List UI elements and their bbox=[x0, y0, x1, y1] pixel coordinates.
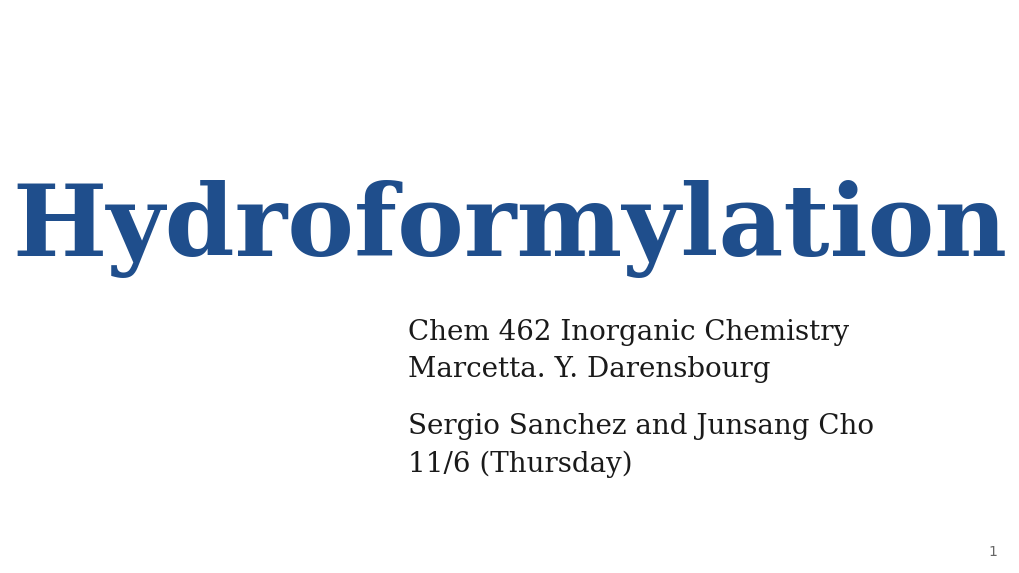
Text: Sergio Sanchez and Junsang Cho: Sergio Sanchez and Junsang Cho bbox=[408, 413, 873, 441]
Text: 1: 1 bbox=[987, 545, 997, 559]
Text: Marcetta. Y. Darensbourg: Marcetta. Y. Darensbourg bbox=[408, 356, 769, 383]
Text: 11/6 (Thursday): 11/6 (Thursday) bbox=[408, 450, 632, 478]
Text: Chem 462 Inorganic Chemistry: Chem 462 Inorganic Chemistry bbox=[408, 319, 848, 346]
Text: Hydroformylation: Hydroformylation bbox=[12, 180, 1007, 278]
